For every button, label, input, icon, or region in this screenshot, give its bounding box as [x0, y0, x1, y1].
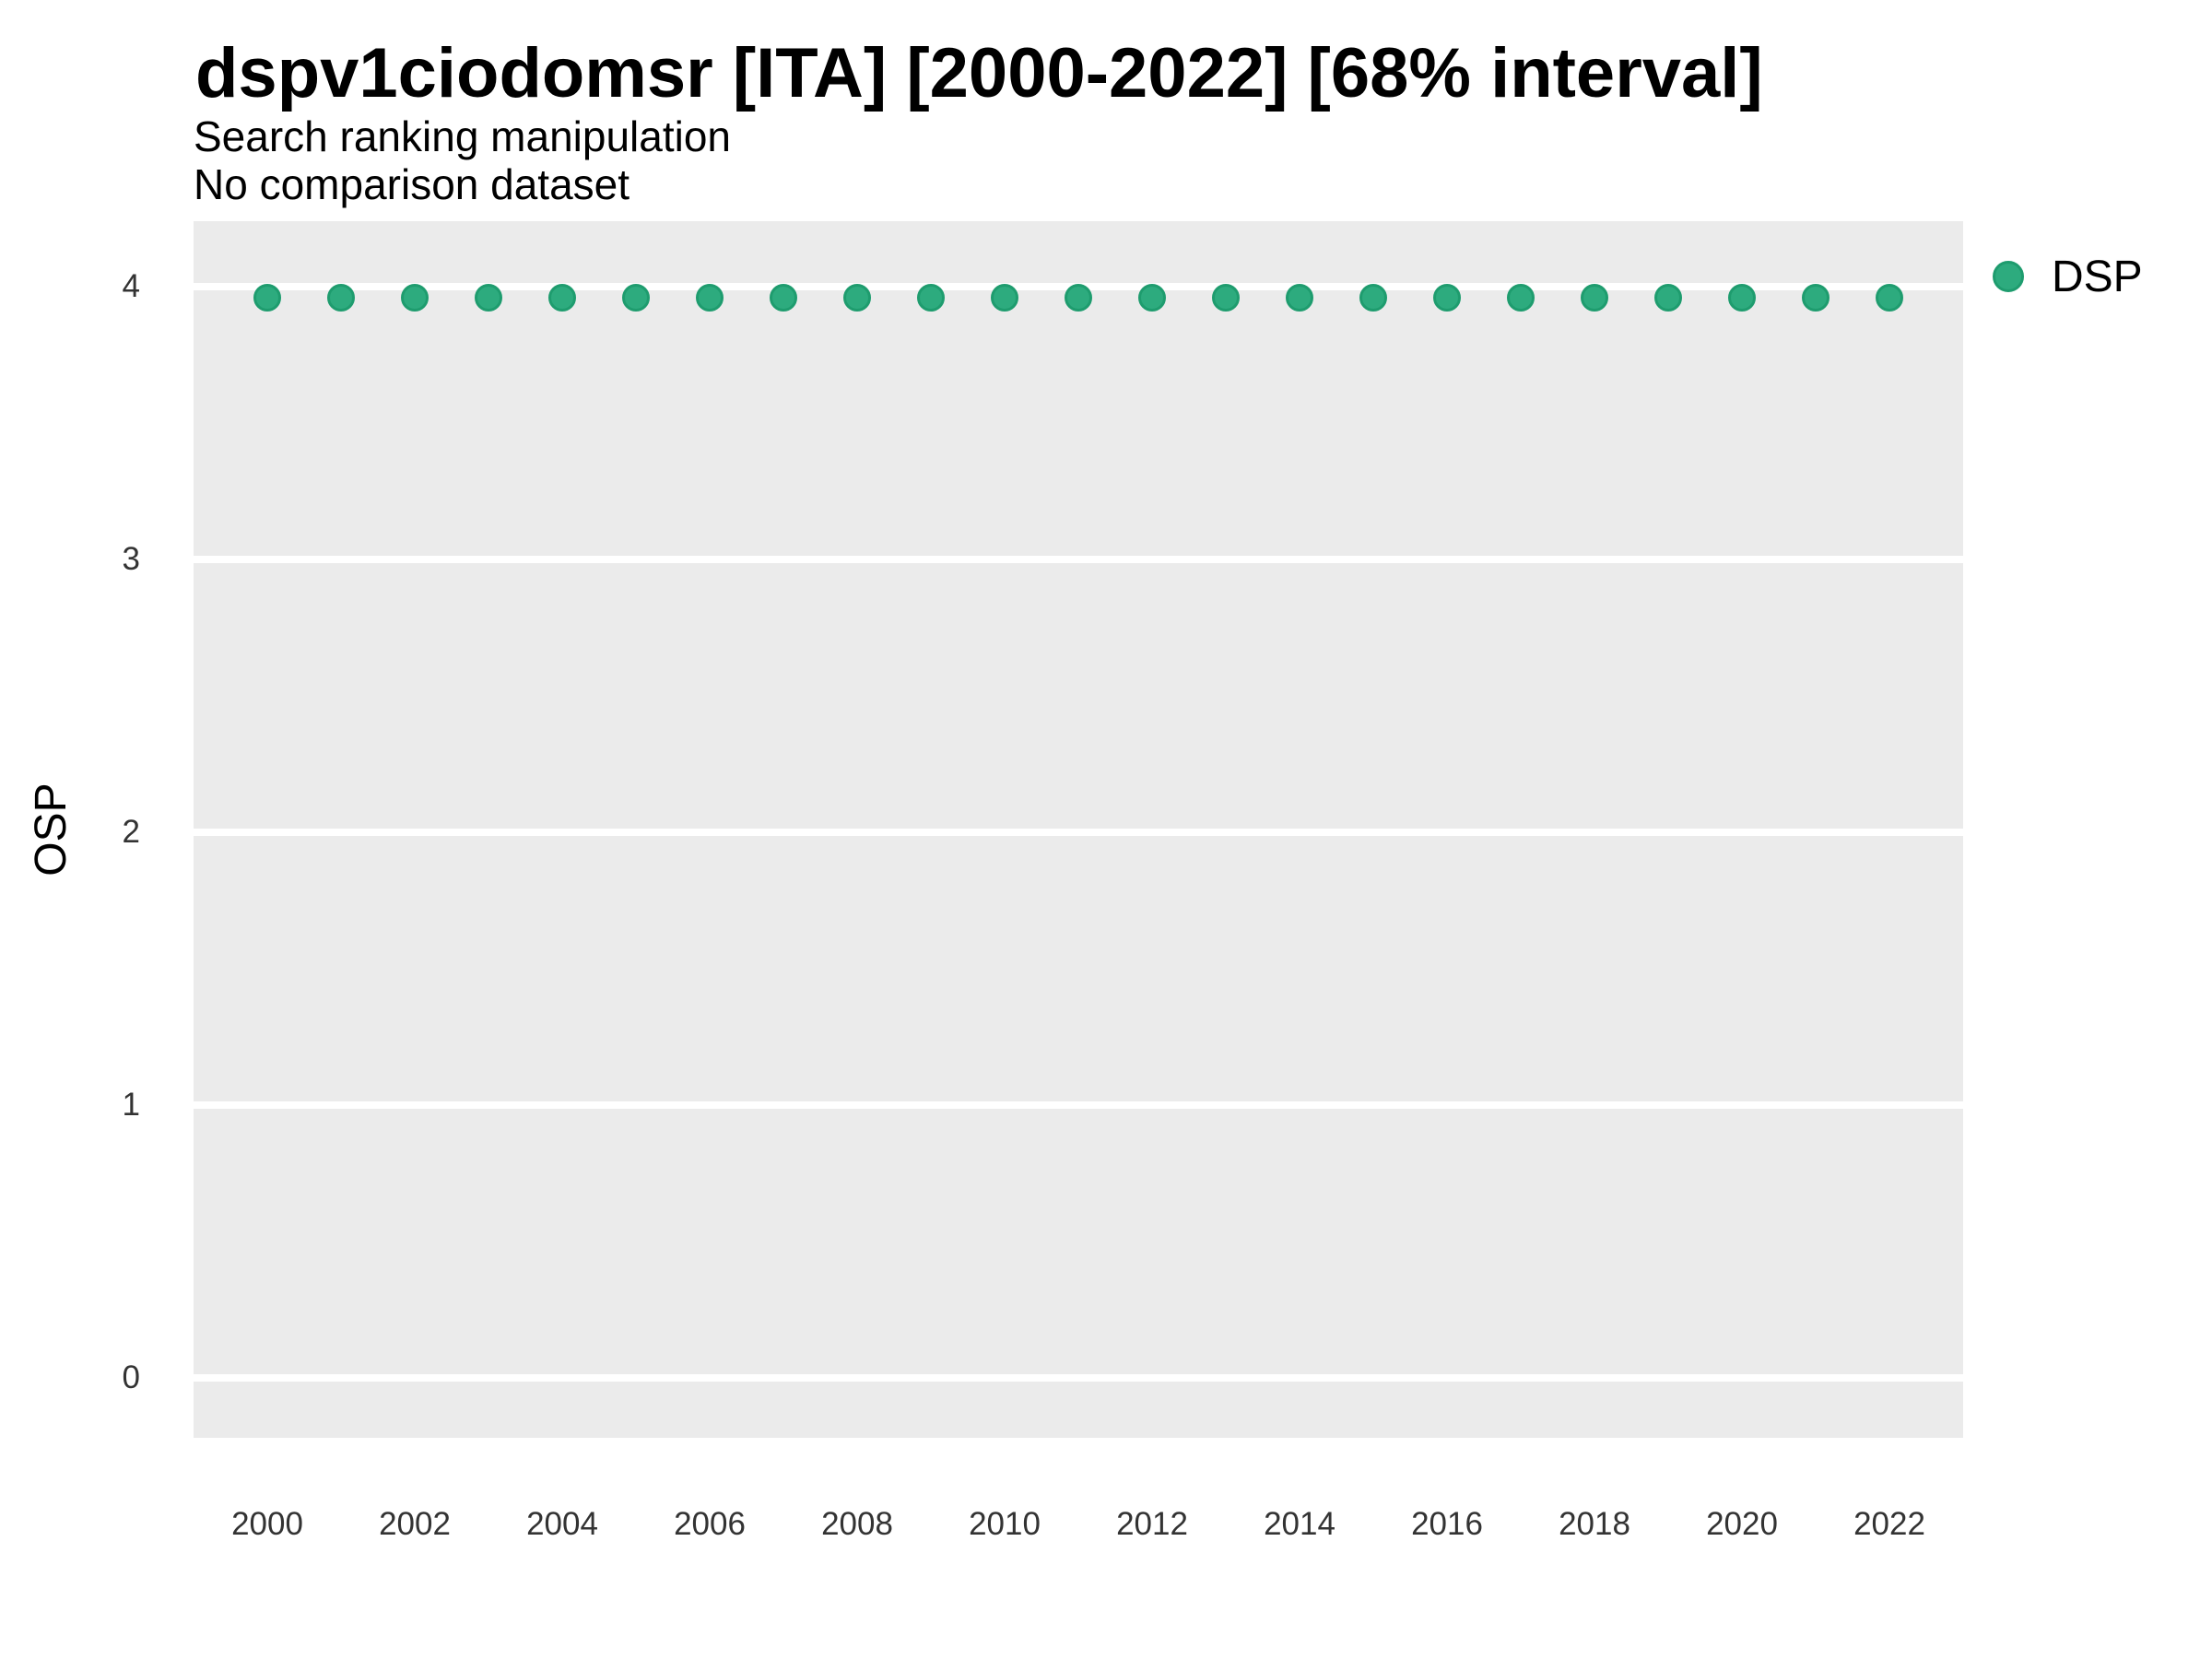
x-tick-label-2006: 2006 [674, 1506, 746, 1542]
data-point-dsp-2018 [1581, 283, 1608, 312]
y-tick-label-3: 3 [122, 540, 140, 577]
plot-panel [194, 221, 1963, 1438]
data-point-dsp-2000 [253, 283, 281, 312]
chart-note: No comparison dataset [194, 160, 630, 208]
y-tick-label-4: 4 [122, 268, 140, 305]
data-point-dsp-2005 [622, 283, 650, 312]
data-point-dsp-2015 [1359, 283, 1387, 312]
data-point-dsp-2020 [1728, 283, 1756, 312]
x-tick-label-2018: 2018 [1559, 1506, 1630, 1542]
data-point-dsp-2007 [770, 283, 797, 312]
data-point-dsp-2002 [401, 283, 429, 312]
x-tick-label-2016: 2016 [1411, 1506, 1483, 1542]
y-tick-label-0: 0 [122, 1359, 140, 1395]
x-tick-label-2008: 2008 [821, 1506, 893, 1542]
legend-label: DSP [2052, 252, 2143, 301]
x-tick-label-2014: 2014 [1264, 1506, 1335, 1542]
y-tick-label-2: 2 [122, 813, 140, 850]
chart-subtitle: Search ranking manipulation [194, 112, 732, 160]
x-tick-label-2004: 2004 [526, 1506, 598, 1542]
data-point-dsp-2014 [1286, 283, 1313, 312]
data-point-dsp-2004 [548, 283, 576, 312]
data-point-dsp-2001 [327, 283, 355, 312]
x-tick-label-2002: 2002 [379, 1506, 451, 1542]
x-tick-label-2012: 2012 [1116, 1506, 1188, 1542]
data-point-dsp-2022 [1876, 283, 1903, 312]
y-tick-label-1: 1 [122, 1086, 140, 1123]
legend-marker-icon [1993, 261, 2024, 292]
gridline-y-0 [194, 1373, 1963, 1382]
data-point-dsp-2019 [1654, 283, 1682, 312]
x-tick-label-2010: 2010 [969, 1506, 1041, 1542]
x-tick-label-2022: 2022 [1853, 1506, 1925, 1542]
chart-title: dspv1ciodomsr [ITA] [2000-2022] [68% int… [195, 34, 1763, 112]
data-point-dsp-2003 [475, 283, 502, 312]
data-point-dsp-2011 [1065, 283, 1092, 312]
gridline-y-2 [194, 828, 1963, 836]
data-point-dsp-2008 [843, 283, 871, 312]
data-point-dsp-2017 [1507, 283, 1535, 312]
gridline-y-3 [194, 555, 1963, 563]
data-point-dsp-2016 [1433, 283, 1461, 312]
data-point-dsp-2012 [1138, 283, 1166, 312]
x-tick-label-2020: 2020 [1706, 1506, 1778, 1542]
data-point-dsp-2010 [991, 283, 1018, 312]
data-point-dsp-2013 [1212, 283, 1240, 312]
x-tick-label-2000: 2000 [231, 1506, 303, 1542]
legend: DSP [1993, 251, 2143, 302]
data-point-dsp-2021 [1802, 283, 1830, 312]
gridline-y-1 [194, 1100, 1963, 1109]
data-point-dsp-2006 [696, 283, 724, 312]
data-point-dsp-2009 [917, 283, 945, 312]
